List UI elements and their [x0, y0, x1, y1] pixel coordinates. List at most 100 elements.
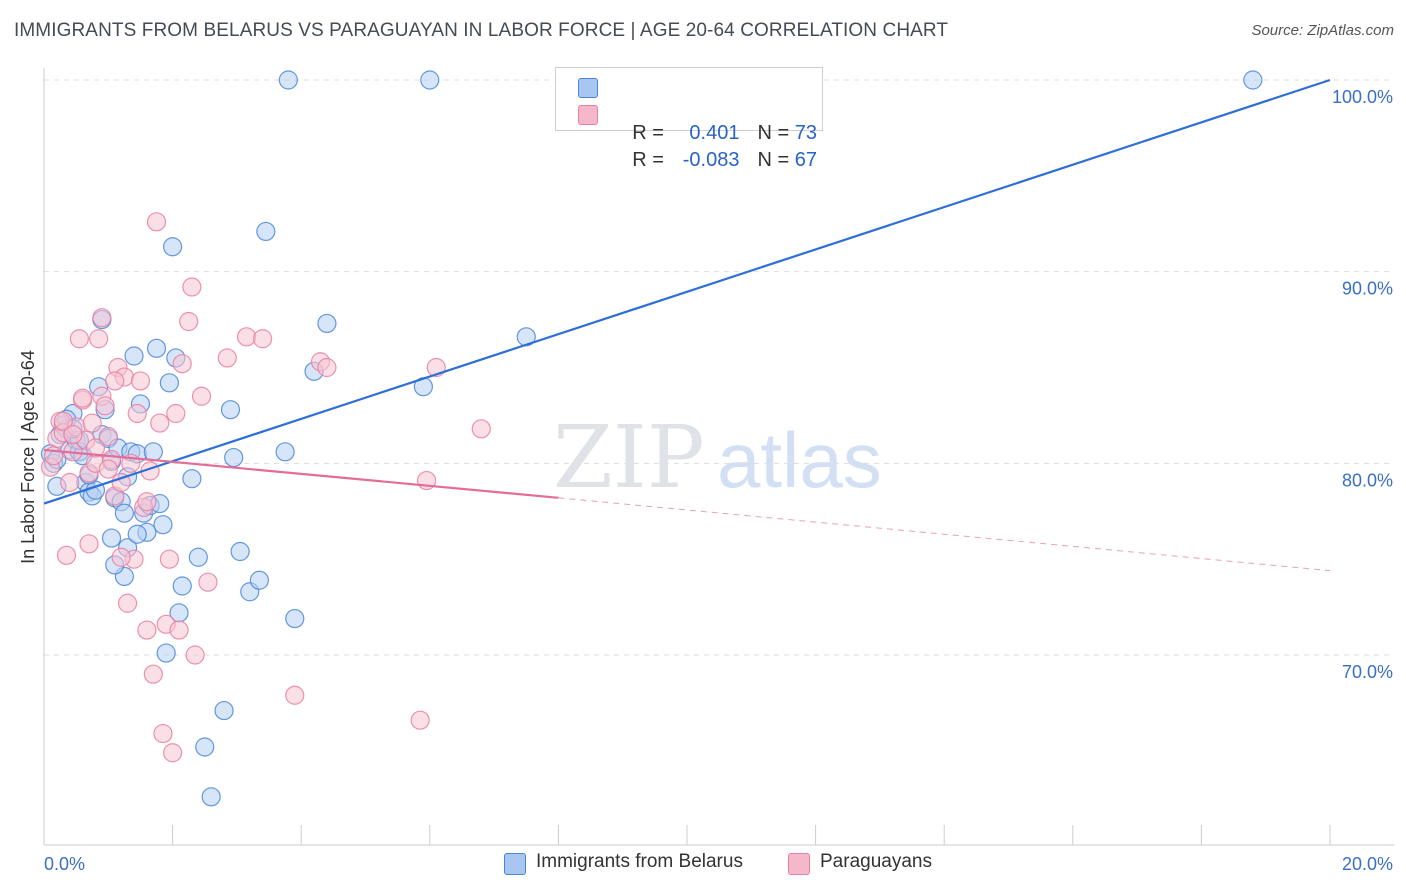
point-paraguayans	[53, 411, 73, 431]
point-belarus	[249, 570, 270, 590]
point-paraguayans	[217, 348, 237, 368]
chart-title: IMMIGRANTS FROM BELARUS VS PARAGUAYAN IN…	[14, 20, 949, 41]
point-belarus	[182, 469, 202, 489]
legend-r-value: 0.401	[689, 122, 740, 144]
point-belarus	[420, 70, 440, 90]
point-belarus	[285, 608, 305, 629]
watermark: ZIP atlas	[553, 408, 882, 508]
point-paraguayans	[137, 492, 157, 512]
point-paraguayans	[105, 371, 125, 391]
point-belarus	[146, 338, 167, 358]
y-axis-title: In Labor Force | Age 20-64	[18, 350, 38, 564]
legend-n-value: 67	[794, 149, 817, 171]
grid-lines	[44, 79, 1394, 656]
point-belarus	[230, 541, 250, 562]
trend-lines	[43, 78, 1331, 572]
point-paraguayans	[471, 419, 491, 439]
legend-item-paraguayans: Paraguayans	[788, 851, 932, 875]
point-paraguayans	[56, 545, 77, 565]
y-tick-label: 90.0%	[1342, 279, 1393, 299]
point-paraguayans	[169, 620, 189, 640]
watermark-atlas: atlas	[717, 416, 882, 504]
legend-r-value: -0.083	[682, 149, 740, 171]
legend-r-label: R =	[632, 149, 670, 171]
point-paraguayans	[191, 386, 212, 406]
point-paraguayans	[185, 645, 205, 665]
point-paraguayans	[143, 664, 163, 684]
x-tick-label: 0.0%	[44, 854, 85, 874]
y-tick-label: 100.0%	[1332, 87, 1393, 107]
point-paraguayans	[236, 327, 257, 347]
legend-item-belarus: Immigrants from Belarus	[504, 851, 743, 875]
y-tick-label: 70.0%	[1342, 662, 1393, 682]
point-belarus	[201, 787, 221, 807]
legend-n-label: N =	[757, 122, 795, 144]
legend-n-label: N =	[757, 149, 795, 171]
point-paraguayans	[285, 685, 305, 705]
point-belarus	[101, 528, 122, 548]
point-belarus	[159, 373, 179, 393]
point-paraguayans	[79, 534, 99, 554]
point-belarus	[220, 400, 241, 420]
point-belarus	[278, 70, 298, 90]
legend-label-belarus: Immigrants from Belarus	[536, 851, 743, 872]
trend-line-belarus	[43, 78, 1331, 505]
point-paraguayans	[130, 371, 151, 391]
legend-swatch-belarus	[504, 853, 526, 875]
point-belarus	[1243, 70, 1263, 90]
legend-row-paraguayans: R = -0.083 N = 67	[578, 103, 817, 195]
point-belarus	[114, 503, 134, 523]
point-paraguayans	[179, 311, 199, 332]
watermark-zip: ZIP	[553, 408, 705, 508]
point-paraguayans	[198, 572, 218, 592]
x-tick-label: 20.0%	[1342, 854, 1393, 874]
point-paraguayans	[253, 329, 273, 349]
trend-line-paraguayans-extension	[558, 497, 1331, 572]
point-paraguayans	[166, 403, 186, 424]
point-paraguayans	[159, 549, 179, 569]
point-paraguayans	[146, 212, 167, 232]
legend-row-belarus: R = 0.401 N = 73	[578, 76, 817, 168]
legend-swatch-paraguayans	[578, 105, 598, 125]
point-paraguayans	[60, 472, 80, 493]
point-belarus	[224, 447, 244, 468]
point-belarus	[127, 524, 147, 544]
point-paraguayans	[63, 424, 83, 445]
point-belarus	[317, 313, 337, 334]
point-belarus	[188, 547, 208, 567]
point-paraguayans	[98, 459, 118, 479]
point-belarus	[163, 237, 183, 257]
point-paraguayans	[111, 547, 131, 567]
point-paraguayans	[85, 438, 106, 458]
legend-swatch-belarus	[578, 78, 598, 98]
point-paraguayans	[82, 413, 102, 433]
point-paraguayans	[92, 308, 112, 328]
point-paraguayans	[172, 354, 192, 374]
point-paraguayans	[182, 277, 202, 297]
stats-legend: R = 0.401 N = 73 R = -0.083 N = 67	[555, 67, 823, 171]
point-paraguayans	[69, 329, 89, 349]
legend-label-paraguayans: Paraguayans	[820, 851, 932, 872]
point-paraguayans	[410, 710, 430, 730]
point-paraguayans	[117, 593, 138, 613]
point-paraguayans	[95, 396, 115, 416]
point-paraguayans	[89, 329, 109, 349]
trend-line-paraguayans	[43, 448, 559, 499]
point-paraguayans	[72, 388, 93, 408]
tick-labels: 70.0% 80.0% 90.0% 100.0% 0.0% 20.0%	[44, 87, 1393, 874]
point-paraguayans	[153, 723, 173, 744]
y-tick-label: 80.0%	[1342, 470, 1393, 490]
point-paraguayans	[98, 426, 118, 447]
point-paraguayans	[127, 403, 147, 424]
point-belarus	[143, 442, 163, 462]
source-label: Source: ZipAtlas.com	[1251, 22, 1394, 39]
point-belarus	[275, 442, 295, 462]
point-paraguayans	[317, 357, 337, 378]
point-belarus	[256, 221, 276, 242]
legend-r-label: R =	[632, 122, 670, 144]
point-belarus	[153, 515, 173, 535]
point-belarus	[214, 700, 234, 721]
point-paraguayans	[111, 472, 131, 493]
point-paraguayans	[137, 620, 157, 640]
